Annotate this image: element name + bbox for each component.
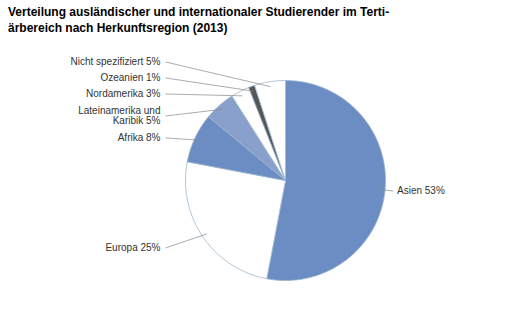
svg-text:Asien 53%: Asien 53% xyxy=(397,185,445,196)
svg-text:Afrika 8%: Afrika 8% xyxy=(118,132,161,143)
svg-text:Europa 25%: Europa 25% xyxy=(105,242,160,253)
svg-text:Nordamerika 3%: Nordamerika 3% xyxy=(86,88,161,99)
svg-text:Ozeanien 1%: Ozeanien 1% xyxy=(100,72,160,83)
svg-text:Nicht spezifiziert 5%: Nicht spezifiziert 5% xyxy=(70,56,160,67)
svg-text:Lateinamerika undKaribik 5%: Lateinamerika undKaribik 5% xyxy=(78,105,160,126)
html-text:Verteilung ausländischer und i: Verteilung ausländischer und internation… xyxy=(8,5,390,35)
